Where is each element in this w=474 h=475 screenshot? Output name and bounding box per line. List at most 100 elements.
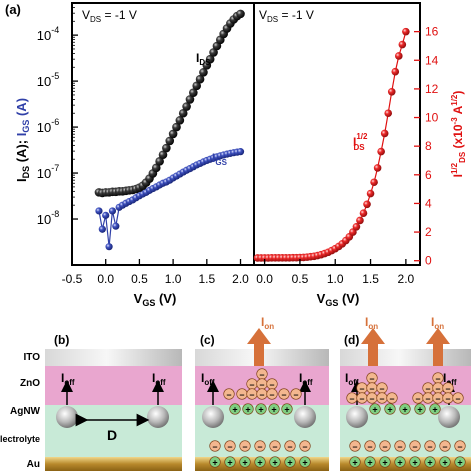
charge-sign: – — [269, 380, 274, 390]
positive-charge-icon — [379, 456, 391, 468]
panel-b: Ioff Ioff D (b) — [45, 333, 182, 471]
ids-point — [209, 48, 218, 57]
charge-sign: – — [389, 394, 394, 404]
charge-sign: – — [425, 394, 430, 404]
charge-sign: + — [272, 458, 277, 468]
y-tick-label: 6 — [425, 168, 432, 182]
charge-sign: – — [272, 442, 277, 452]
sqrt-ids-point — [387, 87, 396, 96]
charge-sign: + — [352, 458, 357, 468]
sqrt-ids-point — [395, 52, 403, 60]
charge-sign: – — [352, 442, 357, 452]
positive-charge-icon — [239, 456, 251, 468]
igs-point — [105, 243, 113, 251]
positive-charge-icon — [409, 456, 421, 468]
charge-sign: – — [226, 390, 231, 400]
charge-sign: – — [435, 374, 440, 384]
ito-layer — [340, 349, 471, 366]
y-tick-label: 4 — [425, 196, 432, 210]
charge-sign: – — [359, 394, 364, 404]
charge-sign: + — [457, 458, 462, 468]
charge-sign: + — [412, 458, 417, 468]
negative-charge-icon — [452, 392, 464, 404]
panel-c: Ioff Ioff Ion –– – –– – – – – – –+ + + + +– – – – – – –+ + +… — [195, 315, 329, 471]
sqrt-ids-point — [380, 129, 389, 138]
negative-charge-icon — [254, 440, 266, 452]
positive-charge-icon — [429, 403, 441, 415]
charge-sign: – — [259, 380, 264, 390]
linear-axis-ticks: 0.0 0.5 1.0 1.5 2.0 0 2 4 6 8 10 12 14 16 — [256, 25, 438, 286]
x-tick-label: 1.0 — [327, 272, 344, 286]
sqrt-ids-point — [359, 209, 368, 217]
panel-c-label: (c) — [200, 333, 215, 347]
ioff-label-right: Ioff — [299, 371, 313, 387]
negative-charge-icon — [266, 388, 278, 400]
charge-sign: – — [259, 370, 264, 380]
ion-arrow-left — [361, 328, 385, 366]
sqrt-ids-line — [257, 31, 407, 259]
log-axis-ticks: -0.5 0.0 0.5 1.0 1.5 2.0 10-8 10-7 10-6 10-5 10-4 — [37, 7, 249, 286]
charge-sign: + — [402, 405, 407, 415]
x-tick-label: 0.0 — [256, 272, 273, 286]
y-tick-label: 10-6 — [37, 117, 59, 135]
positive-charge-icon — [242, 403, 254, 415]
charge-sign: + — [432, 405, 437, 415]
charge-sign: – — [445, 384, 450, 394]
spacing-label: D — [107, 427, 117, 443]
panel-a-label: (a) — [5, 2, 21, 17]
positive-charge-icon — [299, 456, 311, 468]
y-tick-label: 10-7 — [37, 163, 59, 181]
ion-label: Ion — [261, 315, 274, 331]
charge-sign: – — [379, 384, 384, 394]
panel-a-left: -0.5 0.0 0.5 1.0 1.5 2.010-810-710-610-510-4 … — [5, 2, 255, 308]
charge-sign: + — [382, 458, 387, 468]
x-tick-label: -0.5 — [62, 272, 83, 286]
layer-label-au: Au — [27, 459, 40, 470]
positive-charge-icon — [255, 403, 267, 415]
positive-charge-icon — [399, 403, 411, 415]
charge-sign: – — [427, 442, 432, 452]
ids-point — [162, 143, 171, 153]
igs-point — [102, 211, 110, 219]
agnw-wire-left — [56, 406, 78, 428]
au-layer — [45, 457, 182, 471]
charge-sign: + — [287, 458, 292, 468]
x-tick-label: 2.0 — [398, 272, 415, 286]
panel-d-label: (d) — [344, 333, 359, 347]
positive-charge-icon — [454, 456, 466, 468]
ids-igs-series — [94, 9, 245, 251]
sqrt-ids-point — [391, 67, 400, 76]
charge-carriers: –– – –– – – – – – –+ + + + +– – – – – – –+ + + + + + + — [209, 368, 311, 468]
charge-sign: + — [397, 458, 402, 468]
ioff-label-left: Ioff — [61, 371, 75, 387]
agnw-wire-right — [438, 406, 460, 428]
charge-sign: – — [442, 442, 447, 452]
charge-sign: – — [269, 390, 274, 400]
negative-charge-icon — [290, 388, 302, 400]
x-axis-label-right: VGS (V) — [317, 291, 360, 308]
charge-sign: – — [259, 390, 264, 400]
positive-charge-icon — [394, 456, 406, 468]
ion-arrow — [247, 328, 271, 366]
charge-sign: – — [435, 384, 440, 394]
layer-label-agnw: AgNW — [10, 406, 41, 417]
charge-sign: + — [302, 458, 307, 468]
y-tick-label: 10-5 — [37, 71, 59, 89]
positive-charge-icon — [209, 456, 221, 468]
agnw-wire-right — [147, 406, 169, 428]
y-tick-label: 10-4 — [37, 25, 59, 43]
sqrt-ids-point — [356, 216, 364, 225]
negative-charge-icon — [454, 440, 466, 452]
charge-sign: – — [249, 390, 254, 400]
charge-sign: – — [349, 394, 354, 404]
panel-d: Ioff Ioff Ion Ion –– – –– – – – ––– – –– – – – –+ + + +… — [340, 315, 471, 471]
panel-b-label: (b) — [54, 333, 69, 347]
charge-sign: – — [212, 442, 217, 452]
positive-charge-icon — [268, 403, 280, 415]
layer-label-zno: ZnO — [20, 378, 40, 389]
charge-sign: – — [435, 394, 440, 404]
igs-point — [98, 225, 106, 233]
charge-sign: + — [258, 405, 263, 415]
vds-condition-left: VDS = -1 V — [82, 8, 137, 24]
